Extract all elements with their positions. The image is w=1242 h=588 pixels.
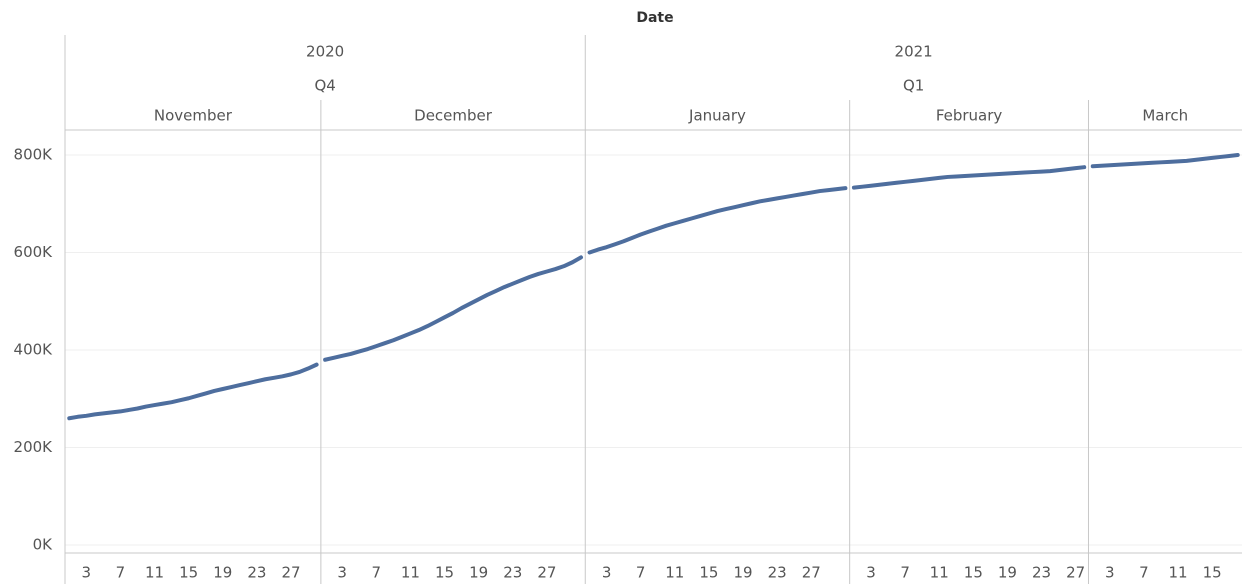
x-tick-label: 23 <box>1032 564 1051 582</box>
x-tick-label: 7 <box>636 564 646 582</box>
line-series <box>323 255 583 362</box>
x-tick-label: 11 <box>1168 564 1187 582</box>
x-tick-label: 11 <box>145 564 164 582</box>
quarter-label: Q4 <box>314 77 335 95</box>
x-tick-label: 19 <box>213 564 232 582</box>
x-tick-label: 15 <box>179 564 198 582</box>
month-label: March <box>1142 107 1188 125</box>
month-label: January <box>688 107 746 125</box>
y-tick-label: 600K <box>14 243 54 261</box>
line-series <box>851 165 1087 190</box>
x-tick-label: 19 <box>734 564 753 582</box>
quarter-label: Q1 <box>903 77 924 95</box>
chart-title: Date <box>636 10 673 26</box>
x-tick-label: 23 <box>503 564 522 582</box>
line-series <box>1090 153 1240 169</box>
x-tick-label: 27 <box>802 564 821 582</box>
x-tick-label: 27 <box>537 564 556 582</box>
x-tick-label: 15 <box>964 564 983 582</box>
line-series <box>587 186 848 255</box>
month-label: February <box>936 107 1003 125</box>
x-tick-label: 7 <box>1139 564 1149 582</box>
x-tick-label: 11 <box>401 564 420 582</box>
x-tick-label: 3 <box>602 564 612 582</box>
x-tick-label: 3 <box>337 564 347 582</box>
x-tick-label: 15 <box>1203 564 1222 582</box>
x-tick-label: 27 <box>281 564 300 582</box>
x-tick-label: 7 <box>116 564 126 582</box>
y-tick-label: 800K <box>14 146 54 164</box>
x-tick-label: 11 <box>665 564 684 582</box>
x-tick-label: 23 <box>768 564 787 582</box>
month-label: November <box>154 107 233 125</box>
month-label: December <box>414 107 493 125</box>
y-tick-label: 400K <box>14 341 54 359</box>
year-label: 2021 <box>895 43 933 61</box>
line-series <box>67 362 319 421</box>
x-tick-label: 19 <box>998 564 1017 582</box>
y-tick-label: 200K <box>14 438 54 456</box>
x-tick-label: 3 <box>866 564 876 582</box>
x-tick-label: 7 <box>372 564 382 582</box>
x-tick-label: 3 <box>82 564 92 582</box>
x-tick-label: 7 <box>900 564 910 582</box>
x-tick-label: 27 <box>1066 564 1085 582</box>
x-tick-label: 15 <box>435 564 454 582</box>
x-tick-label: 3 <box>1105 564 1115 582</box>
x-tick-label: 23 <box>247 564 266 582</box>
x-tick-label: 11 <box>930 564 949 582</box>
x-tick-label: 15 <box>699 564 718 582</box>
x-tick-label: 19 <box>469 564 488 582</box>
year-label: 2020 <box>306 43 344 61</box>
y-tick-label: 0K <box>33 536 54 554</box>
